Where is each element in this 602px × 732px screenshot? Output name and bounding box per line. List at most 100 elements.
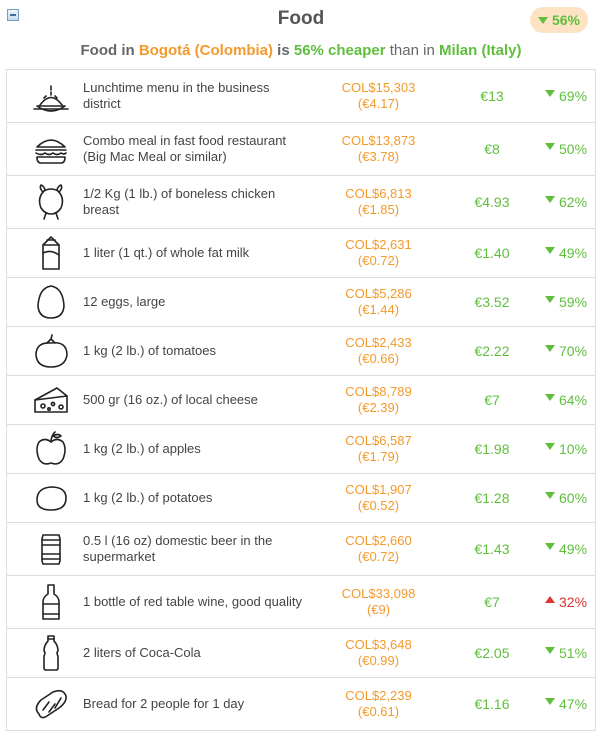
up-arrow-icon: [545, 595, 555, 603]
down-arrow-icon: [545, 344, 555, 352]
down-arrow-icon: [545, 697, 555, 705]
collapse-toggle-icon[interactable]: [7, 9, 19, 21]
table-row: 1 kg (2 lb.) of tomatoes COL$2,433 (€0.66)…: [6, 327, 596, 376]
chicken-icon: [31, 182, 71, 222]
item-name[interactable]: 2 liters of Coca-Cola: [83, 645, 201, 660]
down-arrow-icon: [545, 393, 555, 401]
difference-value: 10%: [559, 441, 588, 457]
down-arrow-icon: [545, 246, 555, 254]
table-row: 1 bottle of red table wine, good quality…: [6, 576, 596, 629]
local-price-eur: (€1.79): [357, 449, 400, 464]
local-price-cop: COL$2,660: [345, 533, 412, 548]
item-name[interactable]: Lunchtime menu in the business district: [83, 80, 270, 111]
local-price-cop: COL$1,907: [345, 482, 412, 497]
compare-price: €1.40: [474, 245, 510, 261]
price-difference: 70%: [545, 343, 595, 359]
table-row: Bread for 2 people for 1 day COL$2,239 (€0…: [6, 678, 596, 731]
section-title: Food: [277, 8, 325, 29]
item-name[interactable]: 0.5 l (16 oz) domestic beer in the super…: [83, 533, 273, 564]
price-difference: 49%: [545, 541, 595, 557]
apple-icon: [31, 429, 71, 469]
item-name[interactable]: 500 gr (16 oz.) of local cheese: [83, 392, 258, 407]
difference-value: 69%: [559, 88, 588, 104]
compare-price: €7: [484, 392, 500, 408]
local-price-cop: COL$2,631: [345, 237, 412, 252]
wine-bottle-icon: [31, 582, 71, 622]
local-price-eur: (€9): [366, 602, 391, 617]
local-price-eur: (€3.78): [357, 149, 400, 164]
cheese-icon: [31, 380, 71, 420]
item-name[interactable]: Bread for 2 people for 1 day: [83, 696, 245, 711]
compare-price: €2.22: [474, 343, 510, 359]
table-row: 1 liter (1 qt.) of whole fat milk COL$2,6…: [6, 229, 596, 278]
compare-price: €1.16: [474, 696, 510, 712]
item-name[interactable]: 1 kg (2 lb.) of tomatoes: [83, 343, 216, 358]
soda-bottle-icon: [31, 633, 71, 673]
bread-icon: [31, 684, 71, 724]
table-row: Lunchtime menu in the business district C…: [6, 70, 596, 123]
difference-value: 51%: [559, 645, 588, 661]
price-difference: 62%: [545, 194, 595, 210]
comparison-summary: Food in Bogotá (Colombia) is 56% cheaper…: [0, 42, 602, 59]
overall-diff-value: 56%: [551, 12, 581, 28]
price-difference: 59%: [545, 294, 595, 310]
price-difference: 47%: [545, 696, 595, 712]
table-row: 1 kg (2 lb.) of apples COL$6,587 (€1.79) €1…: [6, 425, 596, 474]
local-price-cop: COL$3,648: [345, 637, 412, 652]
down-arrow-icon: [545, 89, 555, 97]
down-arrow-icon: [545, 142, 555, 150]
local-price-eur: (€1.85): [357, 202, 400, 217]
table-row: Combo meal in fast food restaurant (Big …: [6, 123, 596, 176]
local-price-cop: COL$5,286: [345, 286, 412, 301]
local-price: COL$33,098 (€9): [311, 586, 446, 618]
price-difference: 60%: [545, 490, 595, 506]
down-arrow-icon: [545, 491, 555, 499]
compare-price: €7: [484, 594, 500, 610]
item-name[interactable]: 1 bottle of red table wine, good quality: [83, 594, 302, 609]
summary-city-local: Bogotá (Colombia): [138, 42, 273, 59]
compare-price: €1.98: [474, 441, 510, 457]
potato-icon: [31, 478, 71, 518]
summary-text-2: is: [273, 42, 294, 59]
difference-value: 32%: [559, 594, 588, 610]
difference-value: 49%: [559, 245, 588, 261]
item-name[interactable]: 1/2 Kg (1 lb.) of boneless chicken breas…: [83, 186, 276, 217]
item-name[interactable]: 1 kg (2 lb.) of potatoes: [83, 490, 213, 505]
compare-price: €3.52: [474, 294, 510, 310]
local-price: COL$6,587 (€1.79): [311, 433, 446, 465]
difference-value: 49%: [559, 541, 588, 557]
local-price-cop: COL$6,813: [345, 186, 412, 201]
price-difference: 50%: [545, 141, 595, 157]
table-row: 2 liters of Coca-Cola COL$3,648 (€0.99) €2.…: [6, 629, 596, 678]
price-difference: 32%: [545, 594, 595, 610]
beer-can-icon: [31, 529, 71, 569]
item-name[interactable]: 12 eggs, large: [83, 294, 166, 309]
local-price: COL$2,433 (€0.66): [311, 335, 446, 367]
local-price: COL$2,239 (€0.61): [311, 688, 446, 720]
local-price-eur: (€0.66): [357, 351, 400, 366]
local-price: COL$6,813 (€1.85): [311, 186, 446, 218]
price-difference: 69%: [545, 88, 595, 104]
price-difference: 51%: [545, 645, 595, 661]
local-price-eur: (€0.72): [357, 549, 400, 564]
local-price-eur: (€4.17): [357, 96, 400, 111]
item-name[interactable]: Combo meal in fast food restaurant (Big …: [83, 133, 287, 164]
item-name[interactable]: 1 liter (1 qt.) of whole fat milk: [83, 245, 250, 260]
price-table: Lunchtime menu in the business district C…: [6, 69, 596, 731]
down-arrow-icon: [545, 295, 555, 303]
local-price-eur: (€0.72): [357, 253, 400, 268]
item-name[interactable]: 1 kg (2 lb.) of apples: [83, 441, 201, 456]
compare-price: €4.93: [474, 194, 510, 210]
table-row: 1/2 Kg (1 lb.) of boneless chicken breas…: [6, 176, 596, 229]
summary-text-3: than in: [385, 42, 439, 59]
lunch-plate-icon: [31, 76, 71, 116]
compare-price: €13: [480, 88, 504, 104]
local-price-cop: COL$2,239: [345, 688, 412, 703]
local-price: COL$2,660 (€0.72): [311, 533, 446, 565]
local-price-cop: COL$33,098: [341, 586, 416, 601]
down-arrow-icon: [545, 542, 555, 550]
difference-value: 60%: [559, 490, 588, 506]
summary-text-1: Food in: [80, 42, 139, 59]
local-price-eur: (€0.52): [357, 498, 400, 513]
